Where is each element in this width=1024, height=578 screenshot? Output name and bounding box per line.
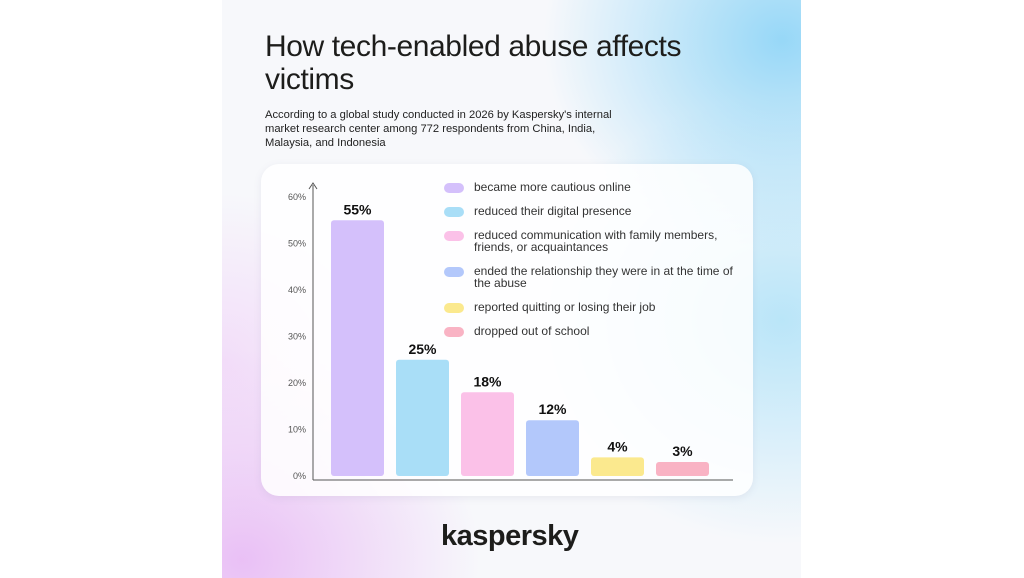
legend-swatch (444, 183, 464, 193)
data-label: 3% (672, 443, 693, 459)
bar (591, 457, 644, 476)
chart-card: 0% 10% 20% 30% 40% 50% 60% 55% 25% 18% 12% 4% 3% be… (261, 164, 753, 496)
y-tick-label: 50% (288, 239, 306, 249)
kaspersky-logo: kaspersky (441, 520, 579, 552)
legend-swatch (444, 231, 464, 241)
data-label: 12% (538, 401, 567, 417)
y-axis-arrow (308, 182, 318, 190)
bar (396, 359, 449, 476)
legend-label: ended the relationship they were in at t… (474, 264, 733, 290)
y-tick-label: 20% (288, 378, 306, 388)
legend-label: reduced their digital presence (474, 204, 632, 218)
y-tick-label: 0% (293, 471, 306, 481)
data-label: 25% (408, 341, 437, 357)
legend-label: reported quitting or losing their job (474, 300, 656, 314)
data-label: 55% (343, 201, 372, 217)
legend-label: became more cautious online (474, 180, 631, 194)
bar (331, 220, 384, 476)
legend-swatch (444, 207, 464, 217)
bar (526, 420, 579, 476)
data-label: 18% (473, 373, 502, 389)
y-tick-label: 40% (288, 285, 306, 295)
page-subtitle: According to a global study conducted in… (265, 109, 612, 149)
legend-item: reported quitting or losing their job (444, 301, 655, 313)
legend-label: dropped out of school (474, 324, 590, 338)
legend-swatch (444, 267, 464, 277)
page-title: How tech-enabled abuse affects victims (265, 30, 682, 96)
legend-item: became more cautious online (444, 181, 631, 193)
data-labels: 55% 25% 18% 12% 4% 3% (343, 201, 693, 459)
bar (656, 462, 709, 476)
bar-chart: 0% 10% 20% 30% 40% 50% 60% 55% 25% 18% 12% 4% 3% (288, 182, 733, 481)
legend-item: reduced their digital presence (444, 205, 631, 217)
legend-label: reduced communication with family member… (474, 228, 718, 254)
y-tick-label: 30% (288, 332, 306, 342)
y-tick-label: 60% (288, 192, 306, 202)
y-axis-ticks: 0% 10% 20% 30% 40% 50% 60% (288, 192, 306, 481)
data-label: 4% (607, 438, 628, 454)
infographic-poster: How tech-enabled abuse affects victims A… (222, 0, 801, 578)
bar (461, 392, 514, 476)
legend-swatch (444, 327, 464, 337)
y-tick-label: 10% (288, 425, 306, 435)
bars (331, 220, 709, 476)
legend-item: reduced communication with family member… (444, 229, 744, 253)
legend-item: ended the relationship they were in at t… (444, 265, 744, 289)
legend-swatch (444, 303, 464, 313)
legend-item: dropped out of school (444, 325, 589, 337)
